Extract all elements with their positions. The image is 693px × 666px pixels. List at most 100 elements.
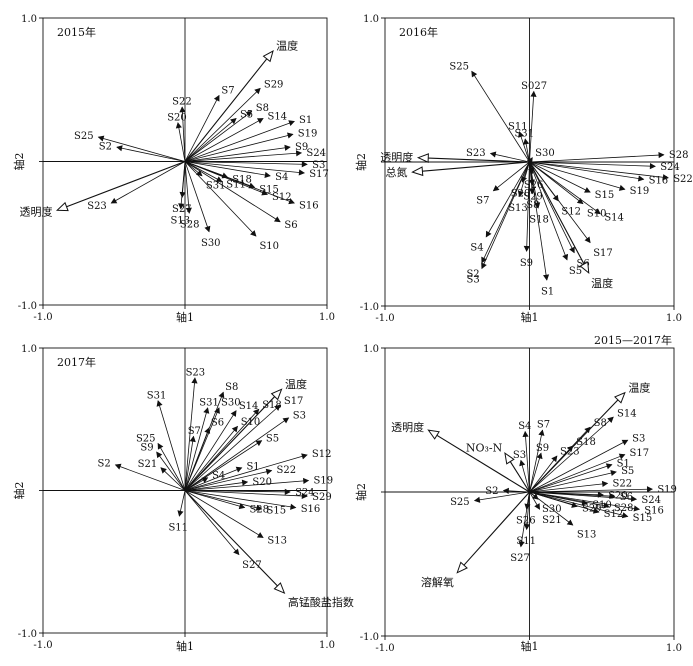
vector-line xyxy=(184,481,248,491)
arrowhead xyxy=(290,503,297,510)
species-vector-label: S5 xyxy=(569,266,582,277)
species-vector-s19: S19 xyxy=(184,129,317,162)
species-vector-label: S24 xyxy=(641,495,661,506)
species-vector-label: S19 xyxy=(314,476,334,487)
env-vector-透明度: 透明度 xyxy=(20,160,186,219)
species-vector-label: S31 xyxy=(147,390,167,401)
x-tick-label-max: 1.0 xyxy=(666,643,682,654)
vector-line xyxy=(184,110,252,162)
vector-line xyxy=(184,120,295,162)
species-vector-s6: S6 xyxy=(184,161,298,231)
arrowhead xyxy=(618,184,626,191)
species-vector-s28: S28 xyxy=(184,490,269,515)
arrowhead xyxy=(287,132,294,139)
species-vector-label: S6 xyxy=(284,220,297,231)
species-vector-s19: S19 xyxy=(184,476,334,491)
species-vector-s10: S10 xyxy=(184,161,279,252)
arrowhead xyxy=(471,70,478,78)
species-vector-s19: S19 xyxy=(529,161,649,197)
vector-line xyxy=(110,161,186,204)
species-vector-label: S31 xyxy=(206,181,226,192)
species-vector-s15: S15 xyxy=(529,491,653,524)
env-vector-溶解氧: 溶解氧 xyxy=(421,491,530,589)
arrowhead xyxy=(254,87,261,95)
hollow-arrowhead xyxy=(411,166,424,177)
vector-line xyxy=(184,161,228,178)
arrowhead xyxy=(532,493,539,500)
species-vector-s9: S9 xyxy=(529,443,549,493)
arrowhead xyxy=(218,391,225,399)
species-vector-label: S18 xyxy=(576,437,596,448)
species-vector-label: S22 xyxy=(612,478,632,489)
arrowhead xyxy=(610,470,617,477)
arrowhead xyxy=(584,236,591,244)
vector-line xyxy=(474,491,530,502)
vector-line xyxy=(529,455,558,493)
env-vector-温度: 温度 xyxy=(529,161,613,290)
arrowhead xyxy=(201,477,209,483)
arrowhead xyxy=(523,245,530,252)
species-vector-label: S16 xyxy=(301,504,321,515)
arrowhead xyxy=(594,208,601,215)
species-vector-label: S24 xyxy=(306,148,326,159)
species-vector-label: S4 xyxy=(518,421,531,432)
species-vector-label: S30 xyxy=(201,238,221,249)
arrowhead xyxy=(538,429,545,436)
arrowhead xyxy=(303,477,310,485)
arrowhead xyxy=(185,207,192,214)
species-vector-s1: S1 xyxy=(529,459,630,493)
vector-line xyxy=(184,161,210,232)
species-vector-label: S22 xyxy=(276,465,296,476)
species-vector-label: S25 xyxy=(74,131,94,142)
x-tick-label-min: -1.0 xyxy=(375,643,394,654)
vector-line xyxy=(481,161,530,269)
arrowhead xyxy=(633,505,640,512)
species-vector-label: S18 xyxy=(529,214,549,225)
species-vector-label: S28 xyxy=(669,150,689,161)
species-vector-s5: S5 xyxy=(184,110,253,162)
species-vector-label: S15 xyxy=(267,506,287,517)
arrowhead xyxy=(250,230,257,237)
hollow-arrowhead xyxy=(427,429,440,440)
species-vector-s13: S13 xyxy=(529,491,596,541)
vector-line xyxy=(184,490,291,493)
species-vector-label: S7 xyxy=(188,426,201,437)
species-vector-label: S16 xyxy=(644,506,664,517)
species-vector-s31: S31 xyxy=(184,398,219,491)
species-vector-s2: S2 xyxy=(98,459,186,491)
arrowhead xyxy=(238,503,246,510)
species-vector-s24: S24 xyxy=(529,491,661,506)
arrowhead xyxy=(601,480,609,488)
arrowhead xyxy=(214,407,220,414)
species-vector-label: S6 xyxy=(620,492,633,503)
species-vector-label: S16 xyxy=(299,200,319,211)
species-vector-label: S21 xyxy=(542,515,562,526)
species-vector-label: S3 xyxy=(312,160,325,171)
vector-line xyxy=(529,161,585,265)
species-vector-label: S7 xyxy=(537,420,550,431)
env-vector-label: 温度 xyxy=(285,377,307,391)
species-vector-s31: S31 xyxy=(147,390,186,491)
y-tick-label-min: -1.0 xyxy=(18,629,37,640)
vector-line xyxy=(184,407,209,491)
species-vector-label: S15 xyxy=(633,513,653,524)
y-axis-title: 轴2 xyxy=(354,153,368,171)
species-vector-label: S11 xyxy=(516,536,536,547)
hollow-arrowhead xyxy=(262,49,274,63)
species-vector-s11: S11 xyxy=(508,122,530,163)
species-vector-s14: S14 xyxy=(184,401,258,491)
species-vector-s25: S25 xyxy=(449,62,530,163)
vector-line xyxy=(529,454,626,493)
species-vector-s027: S027 xyxy=(521,81,547,163)
arrowhead xyxy=(492,185,500,192)
hollow-arrowhead xyxy=(273,582,286,595)
arrowhead xyxy=(215,176,223,182)
env-vector-label: 高锰酸盐指数 xyxy=(288,595,354,609)
vector-line xyxy=(184,436,194,491)
species-vector-label: S8 xyxy=(256,103,269,114)
species-vector-label: S17 xyxy=(630,448,650,459)
species-vector-label: S27 xyxy=(172,204,192,215)
vector-line xyxy=(529,491,628,517)
species-vector-s7: S7 xyxy=(529,420,550,493)
